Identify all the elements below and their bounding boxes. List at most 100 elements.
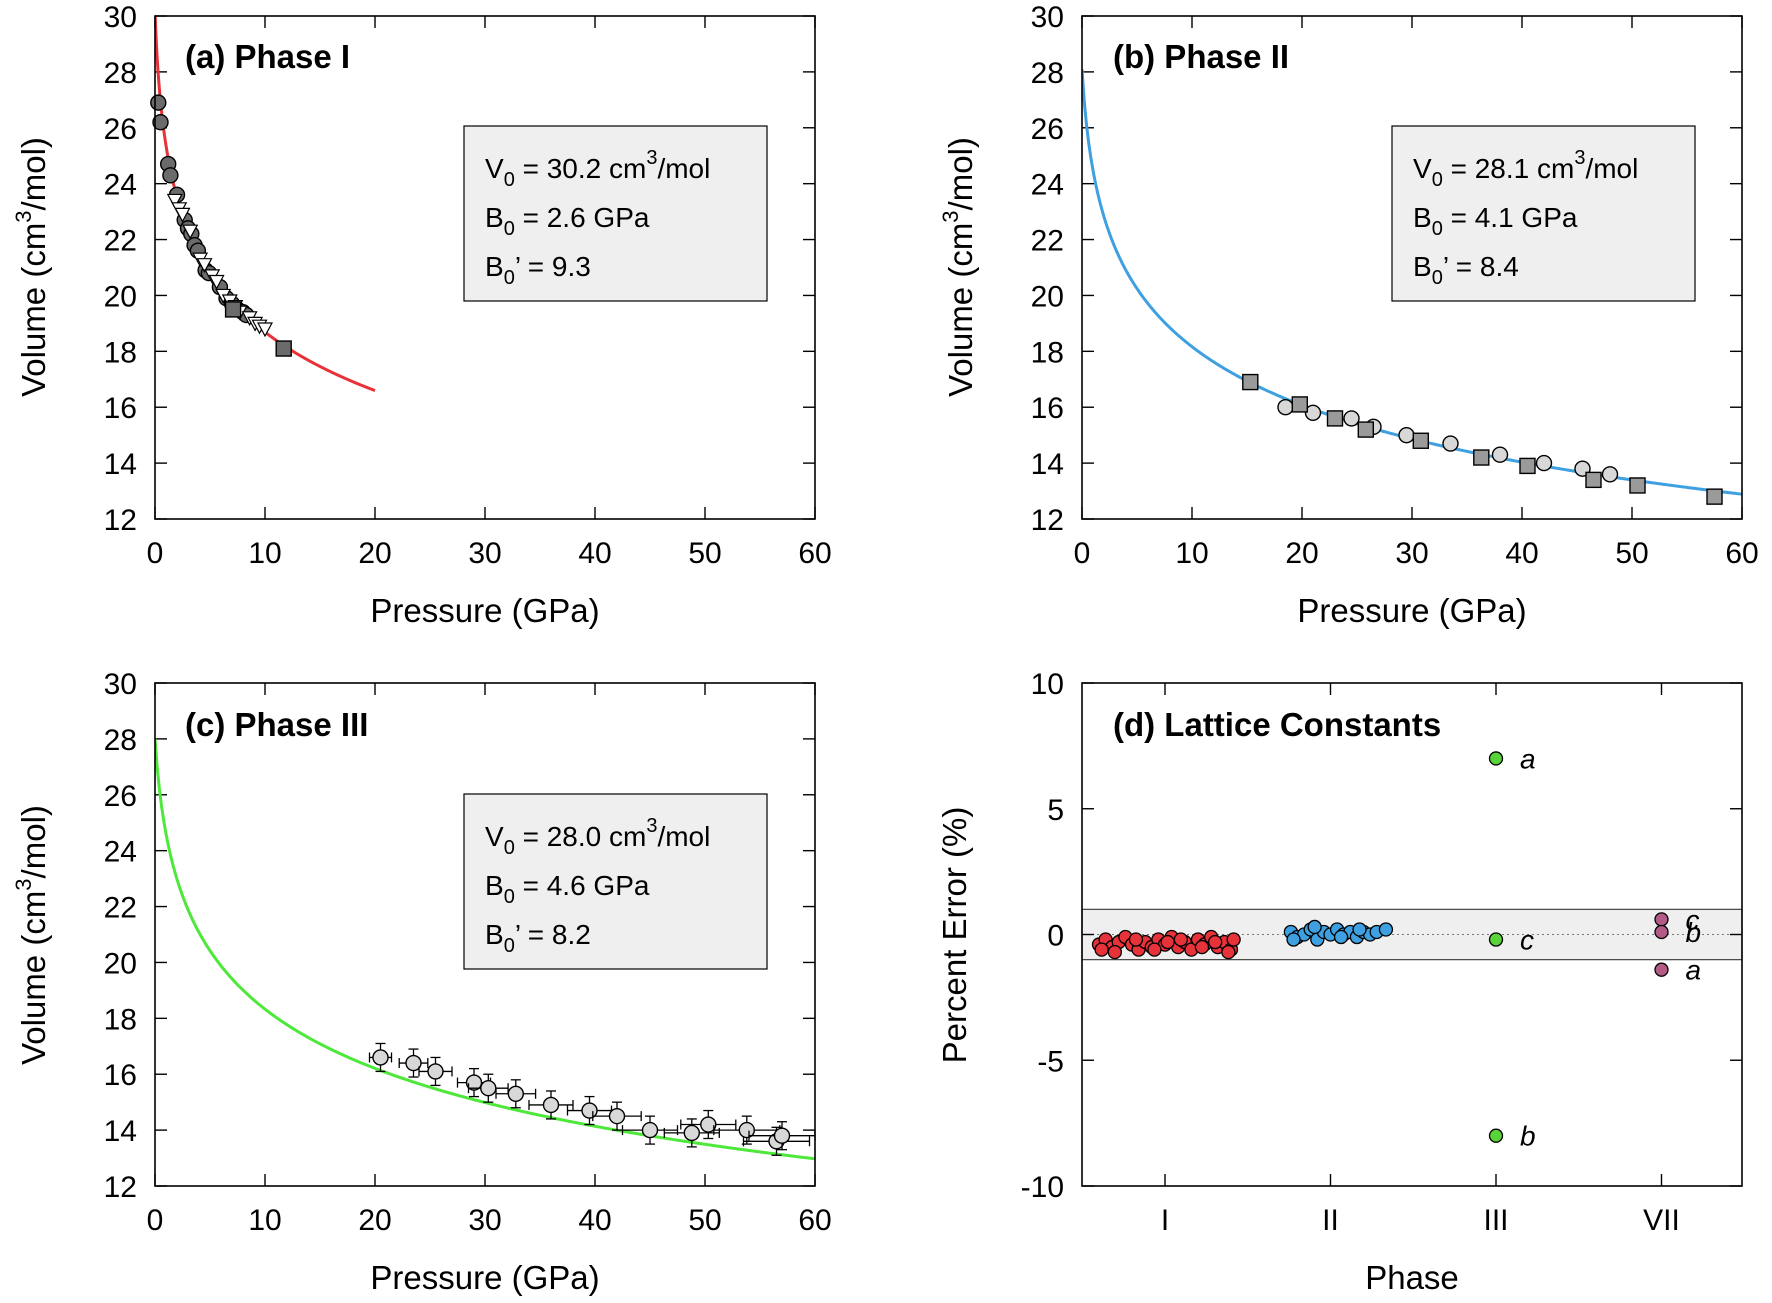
panel-d-ylabel: Percent Error (%) bbox=[936, 807, 973, 1064]
lattice-point bbox=[1307, 919, 1322, 935]
data-point-circle bbox=[507, 1085, 524, 1102]
data-point-square bbox=[224, 301, 242, 318]
x-tick-label: 10 bbox=[248, 1204, 281, 1237]
lattice-point bbox=[1107, 944, 1122, 960]
data-point-square bbox=[1519, 457, 1536, 475]
lattice-point bbox=[1226, 932, 1241, 947]
x-tick-label: 20 bbox=[358, 537, 391, 570]
x-tick-label: 0 bbox=[147, 537, 164, 570]
panel-c-frame bbox=[154, 682, 816, 1187]
y-tick-label: 10 bbox=[1031, 668, 1064, 701]
x-tick-label: 60 bbox=[798, 1204, 831, 1237]
lattice-point bbox=[1654, 912, 1669, 927]
x-category-label: VII bbox=[1643, 1204, 1680, 1237]
x-tick-label: 40 bbox=[1505, 537, 1538, 570]
x-tick-label: 30 bbox=[468, 537, 501, 570]
lattice-point bbox=[1352, 922, 1367, 937]
data-point-square bbox=[1326, 410, 1344, 427]
panel-c-params-box: V0 = 28.0 cm3/mol B0 = 4.6 GPa B0’ = 8.2 bbox=[463, 793, 768, 970]
y-tick-label: 14 bbox=[1031, 448, 1064, 481]
panel-b: 0 10 20 30 40 50 60 12 14 16 18 20 22 24 26 28 30 (b) Ph… bbox=[938, 1, 1759, 629]
panel-a-params-box: V0 = 30.2 cm3/mol B0 = 2.6 GPa B0’ = 9.3 bbox=[463, 125, 768, 302]
panel-b-xlabel: Pressure (GPa) bbox=[1297, 592, 1526, 629]
y-tick-label: 20 bbox=[104, 280, 137, 313]
lattice-point bbox=[1128, 932, 1144, 947]
data-point-circle bbox=[1398, 426, 1415, 444]
data-point-circle bbox=[1535, 454, 1553, 472]
panel-b-b0: B0 = 4.1 GPa bbox=[1413, 202, 1578, 240]
panel-a-v0: V0 = 30.2 cm3/mol bbox=[485, 147, 710, 191]
data-point-triangle bbox=[196, 258, 213, 273]
y-tick-label: 12 bbox=[1031, 504, 1064, 537]
data-point-square bbox=[275, 340, 292, 357]
data-point-square bbox=[1291, 396, 1309, 413]
y-tick-label: 12 bbox=[104, 504, 137, 537]
x-tick-label: 50 bbox=[1615, 537, 1648, 570]
y-tick-label: 18 bbox=[1031, 336, 1064, 369]
panel-c-bp: B0’ = 8.2 bbox=[485, 919, 591, 957]
data-point-circle bbox=[405, 1054, 422, 1072]
panel-d-title: (d) Lattice Constants bbox=[1113, 706, 1441, 743]
data-point-square bbox=[1412, 432, 1430, 449]
lattice-point bbox=[1333, 929, 1349, 945]
panel-b-ylabel: Volume (cm3/mol) bbox=[938, 137, 979, 397]
data-point-triangle bbox=[256, 322, 274, 338]
lattice-point bbox=[1488, 751, 1504, 766]
lattice-point bbox=[1160, 934, 1175, 950]
data-point-circle bbox=[1491, 446, 1509, 463]
data-point-circle bbox=[683, 1124, 700, 1142]
y-tick-label: 18 bbox=[104, 1003, 137, 1036]
data-point-circle bbox=[641, 1121, 659, 1139]
y-tick-label: 22 bbox=[104, 225, 137, 258]
data-point-circle bbox=[608, 1107, 626, 1125]
panel-b-bp: B0’ = 8.4 bbox=[1413, 251, 1519, 289]
panel-b-frame bbox=[1081, 15, 1743, 520]
y-tick-label: 30 bbox=[1031, 1, 1064, 34]
data-point-square bbox=[1357, 421, 1375, 438]
lattice-point bbox=[1286, 932, 1301, 947]
panel-b-title: (b) Phase II bbox=[1113, 38, 1289, 75]
data-point-triangle bbox=[166, 193, 183, 209]
data-point-triangle bbox=[208, 274, 225, 290]
data-point-triangle bbox=[182, 224, 199, 240]
panel-c: 0 10 20 30 40 50 60 12 14 16 18 20 22 24 26 28 30 (c) Ph… bbox=[11, 668, 832, 1296]
x-tick-label: 40 bbox=[578, 537, 611, 570]
y-tick-label: 14 bbox=[104, 448, 137, 481]
data-point-circle bbox=[1442, 435, 1459, 452]
panel-b-points bbox=[1242, 373, 1723, 505]
x-tick-label: 20 bbox=[358, 1204, 391, 1237]
y-tick-label: 26 bbox=[104, 780, 137, 813]
y-tick-label: 22 bbox=[1031, 225, 1064, 258]
lattice-point bbox=[1094, 942, 1109, 957]
y-tick-label: 24 bbox=[104, 169, 137, 202]
lattice-point bbox=[1488, 932, 1504, 947]
y-tick-label: 16 bbox=[104, 392, 137, 425]
x-tick-label: 30 bbox=[468, 1204, 501, 1237]
x-category-label: I bbox=[1161, 1204, 1169, 1237]
lattice-point bbox=[1173, 932, 1188, 947]
data-point-circle bbox=[427, 1063, 444, 1080]
lattice-point bbox=[1654, 962, 1669, 977]
data-point-circle bbox=[542, 1096, 560, 1114]
data-point-circle bbox=[1277, 399, 1294, 416]
lattice-point bbox=[1488, 1128, 1504, 1143]
panel-a-ticks: 0 10 20 30 40 50 60 12 14 16 18 20 22 24 26 28 30 bbox=[104, 1, 832, 570]
x-tick-label: 60 bbox=[1725, 537, 1758, 570]
data-point-circle bbox=[465, 1074, 483, 1091]
lattice-axis-label: a bbox=[1686, 955, 1702, 986]
panel-b-params-box: V0 = 28.1 cm3/mol B0 = 4.1 GPa B0’ = 8.4 bbox=[1391, 125, 1696, 302]
y-tick-label: 5 bbox=[1047, 794, 1064, 827]
data-point-triangle bbox=[174, 207, 191, 223]
data-point-circle bbox=[1343, 410, 1360, 427]
panel-c-points bbox=[368, 1042, 816, 1156]
y-tick-label: 30 bbox=[104, 1, 137, 34]
data-point-circle bbox=[773, 1127, 791, 1144]
data-point-square bbox=[1706, 488, 1723, 505]
x-tick-label: 50 bbox=[688, 537, 721, 570]
y-tick-label: -10 bbox=[1021, 1171, 1064, 1204]
data-point-circle bbox=[700, 1116, 717, 1133]
lattice-point bbox=[1208, 934, 1223, 950]
data-point-circle bbox=[372, 1049, 389, 1066]
